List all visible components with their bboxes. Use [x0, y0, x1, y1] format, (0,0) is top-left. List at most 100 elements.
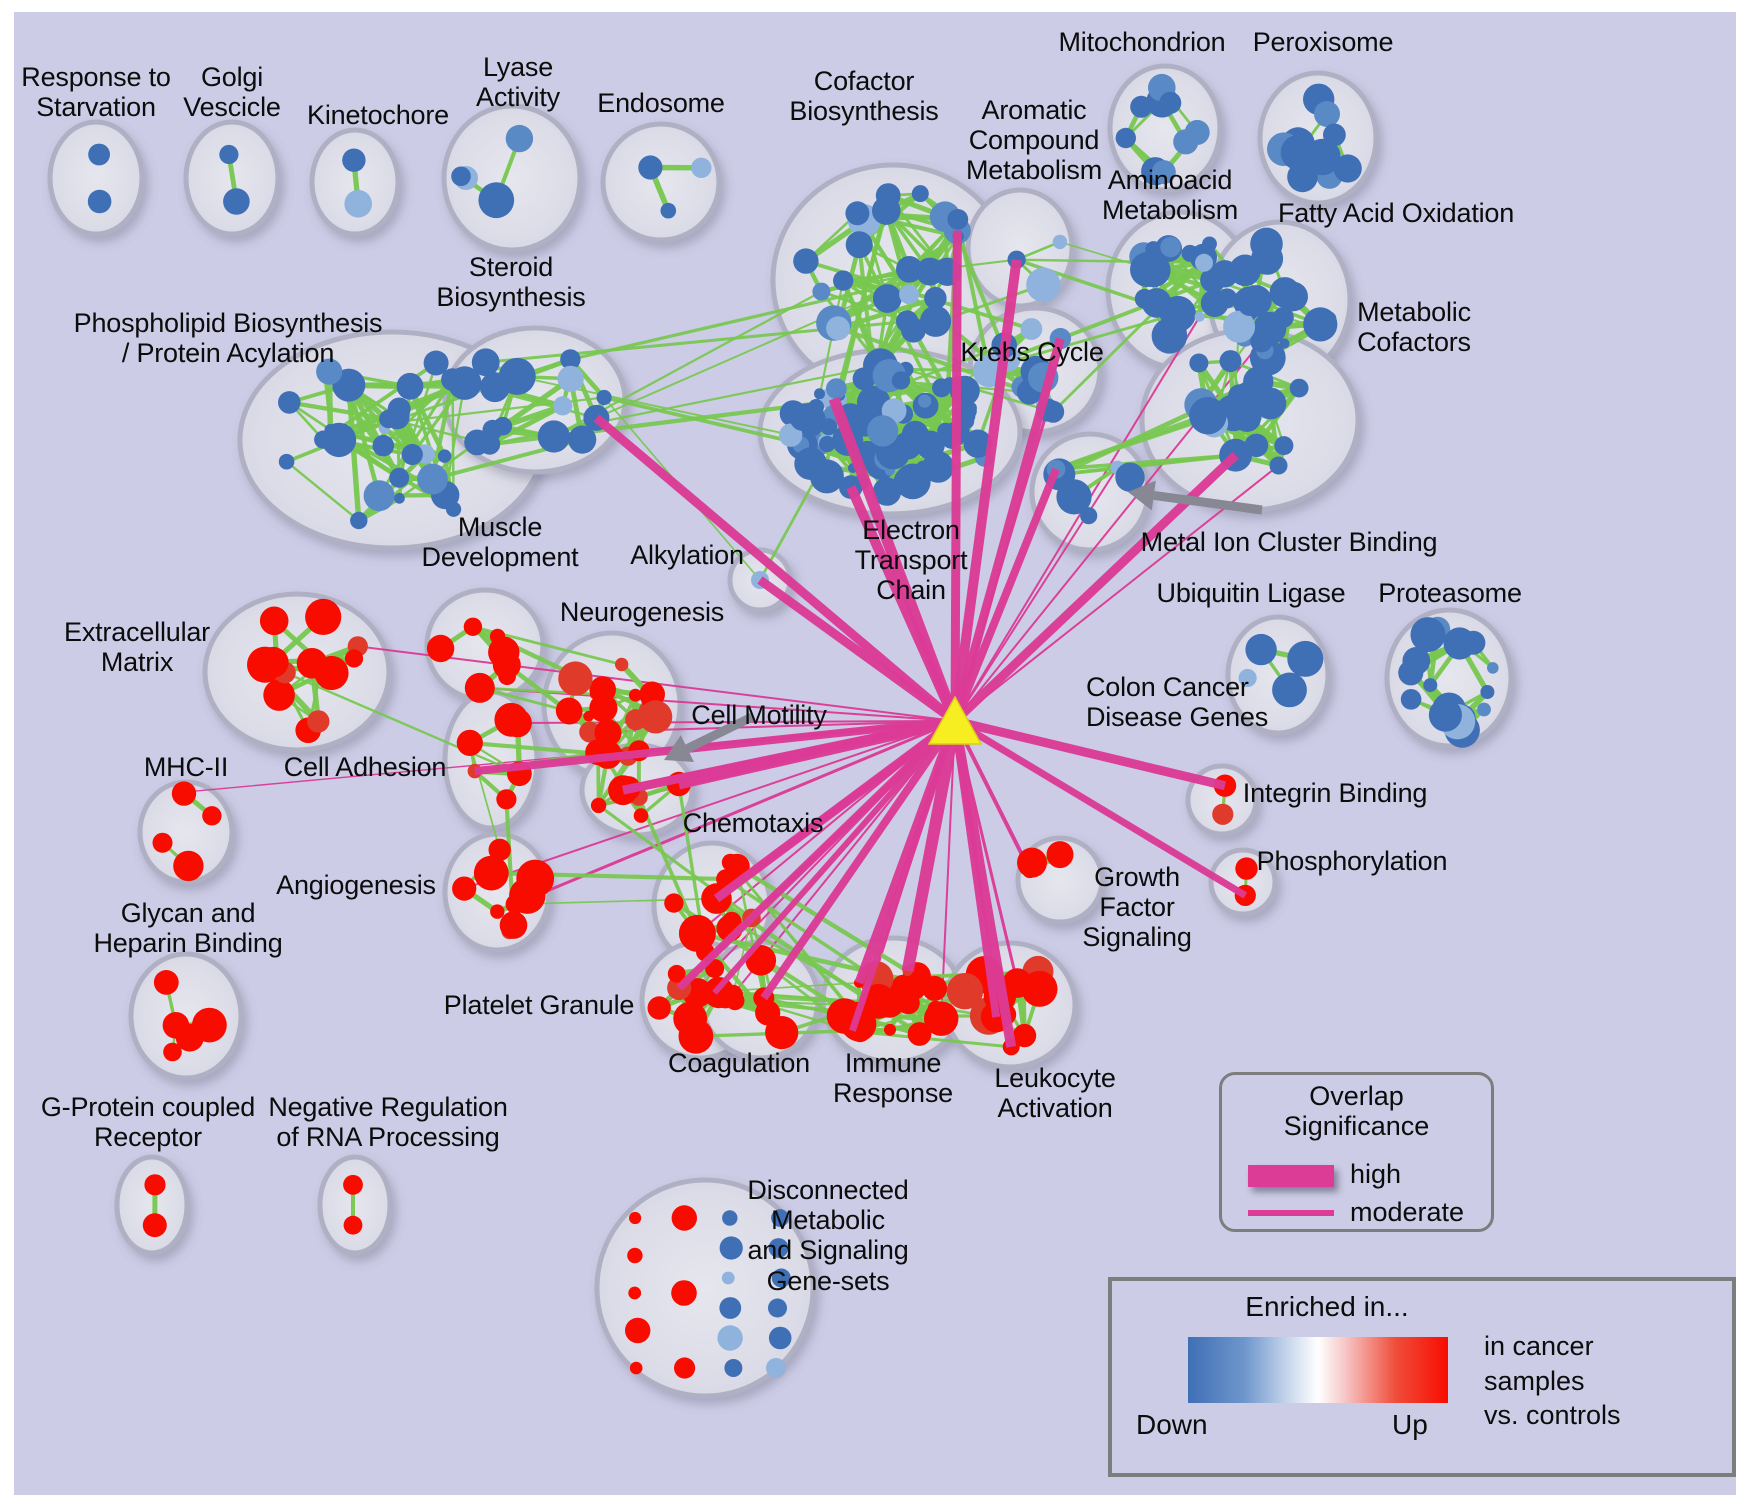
- gene-set-node[interactable]: [629, 1211, 642, 1225]
- gene-set-node[interactable]: [553, 396, 573, 416]
- gene-set-node[interactable]: [771, 1209, 789, 1227]
- gene-set-node[interactable]: [556, 698, 583, 725]
- gene-set-node[interactable]: [628, 1286, 642, 1300]
- gene-set-node[interactable]: [719, 1236, 743, 1260]
- gene-set-node[interactable]: [1322, 311, 1337, 326]
- gene-set-node[interactable]: [678, 1018, 714, 1054]
- gene-set-node[interactable]: [1080, 507, 1098, 525]
- gene-set-node[interactable]: [899, 284, 919, 305]
- gene-set-node[interactable]: [1287, 640, 1324, 677]
- gene-set-node[interactable]: [678, 914, 716, 952]
- gene-set-node[interactable]: [717, 1325, 743, 1351]
- gene-set-node[interactable]: [809, 459, 844, 494]
- gene-set-node[interactable]: [1410, 622, 1439, 651]
- gene-set-node[interactable]: [639, 700, 673, 734]
- gene-set-node[interactable]: [1280, 134, 1317, 171]
- gene-set-node[interactable]: [722, 1210, 738, 1226]
- gene-set-node[interactable]: [691, 157, 712, 178]
- gene-set-node[interactable]: [1136, 253, 1171, 288]
- gene-set-node[interactable]: [1269, 277, 1301, 308]
- gene-set-node[interactable]: [471, 348, 500, 377]
- gene-set-node[interactable]: [417, 463, 448, 495]
- gene-set-node[interactable]: [173, 850, 204, 882]
- gene-set-node[interactable]: [579, 721, 601, 743]
- gene-set-node[interactable]: [638, 155, 663, 180]
- gene-set-node[interactable]: [560, 349, 581, 370]
- gene-set-node[interactable]: [1314, 321, 1328, 334]
- gene-set-node[interactable]: [480, 372, 510, 403]
- gene-set-node[interactable]: [647, 996, 671, 1020]
- gene-set-node[interactable]: [1063, 497, 1080, 514]
- gene-set-node[interactable]: [1273, 307, 1294, 328]
- gene-set-node[interactable]: [344, 190, 373, 218]
- gene-set-node[interactable]: [305, 598, 342, 636]
- gene-set-node[interactable]: [1251, 242, 1284, 275]
- gene-set-node[interactable]: [596, 389, 612, 406]
- gene-set-node[interactable]: [852, 367, 876, 391]
- gene-set-node[interactable]: [755, 1000, 781, 1026]
- gene-set-node[interactable]: [223, 188, 250, 215]
- gene-set-node[interactable]: [488, 636, 520, 668]
- gene-set-node[interactable]: [389, 467, 410, 488]
- gene-set-node[interactable]: [1238, 292, 1262, 316]
- gene-set-node[interactable]: [172, 781, 194, 803]
- gene-set-node[interactable]: [1052, 234, 1068, 250]
- gene-set-node[interactable]: [1160, 295, 1196, 332]
- gene-set-node[interactable]: [589, 694, 618, 723]
- gene-set-node[interactable]: [1333, 154, 1362, 183]
- gene-set-node[interactable]: [1194, 311, 1205, 322]
- gene-set-node[interactable]: [820, 418, 838, 436]
- gene-set-node[interactable]: [482, 419, 503, 441]
- gene-set-node[interactable]: [896, 255, 923, 283]
- gene-set-node[interactable]: [396, 372, 424, 400]
- gene-set-node[interactable]: [423, 350, 449, 376]
- gene-set-node[interactable]: [1115, 462, 1145, 492]
- gene-set-node[interactable]: [316, 358, 343, 385]
- gene-set-node[interactable]: [88, 143, 110, 166]
- gene-set-node[interactable]: [1238, 668, 1257, 688]
- hub-triangle-icon[interactable]: [927, 695, 983, 745]
- gene-set-node[interactable]: [1289, 378, 1309, 398]
- gene-set-node[interactable]: [263, 679, 295, 711]
- gene-set-node[interactable]: [1026, 267, 1061, 302]
- gene-set-node[interactable]: [426, 634, 455, 663]
- gene-set-node[interactable]: [257, 646, 289, 678]
- gene-set-node[interactable]: [924, 1001, 959, 1036]
- gene-set-node[interactable]: [153, 970, 179, 995]
- gene-set-node[interactable]: [724, 1359, 743, 1377]
- gene-set-node[interactable]: [674, 1357, 696, 1379]
- gene-set-node[interactable]: [721, 853, 740, 872]
- gene-set-node[interactable]: [87, 189, 112, 214]
- gene-set-node[interactable]: [765, 1016, 799, 1050]
- gene-set-node[interactable]: [558, 661, 593, 696]
- gene-set-node[interactable]: [499, 911, 528, 939]
- gene-set-node[interactable]: [307, 710, 330, 733]
- gene-set-node[interactable]: [946, 973, 984, 1010]
- gene-set-node[interactable]: [568, 425, 597, 454]
- gene-set-node[interactable]: [1130, 95, 1153, 118]
- gene-set-node[interactable]: [1228, 384, 1251, 407]
- gene-set-node[interactable]: [826, 316, 851, 341]
- gene-set-node[interactable]: [401, 443, 423, 466]
- gene-set-node[interactable]: [202, 806, 222, 826]
- gene-set-node[interactable]: [1159, 91, 1182, 114]
- gene-set-node[interactable]: [1046, 841, 1074, 869]
- gene-set-node[interactable]: [884, 1023, 896, 1036]
- gene-set-node[interactable]: [1223, 310, 1256, 343]
- gene-set-node[interactable]: [219, 144, 239, 165]
- gene-set-node[interactable]: [922, 451, 954, 483]
- gene-set-node[interactable]: [343, 1215, 363, 1235]
- gene-set-node[interactable]: [1272, 672, 1307, 708]
- gene-set-node[interactable]: [1314, 101, 1340, 127]
- gene-set-node[interactable]: [385, 404, 410, 430]
- gene-set-node[interactable]: [342, 148, 366, 172]
- gene-set-node[interactable]: [719, 1297, 742, 1319]
- gene-set-node[interactable]: [314, 430, 333, 449]
- gene-set-node[interactable]: [872, 477, 902, 506]
- gene-set-node[interactable]: [918, 394, 932, 408]
- gene-set-node[interactable]: [845, 201, 870, 226]
- gene-set-node[interactable]: [278, 453, 295, 470]
- gene-set-node[interactable]: [488, 838, 511, 861]
- gene-set-node[interactable]: [490, 904, 505, 919]
- gene-set-node[interactable]: [768, 1298, 787, 1318]
